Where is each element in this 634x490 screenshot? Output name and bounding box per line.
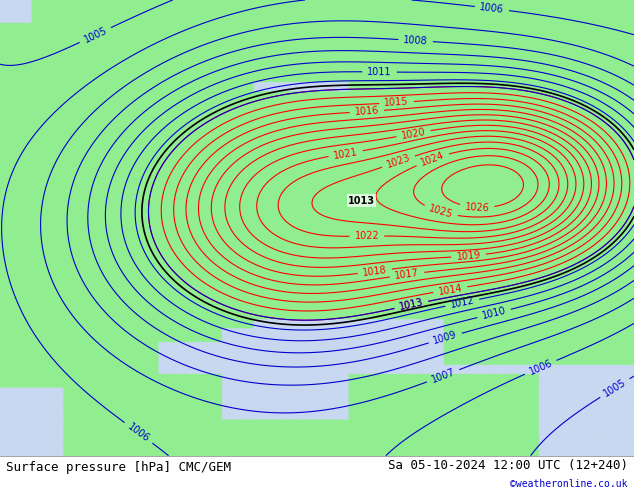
Text: 1005: 1005: [602, 377, 628, 399]
Text: 1013: 1013: [398, 297, 424, 312]
Text: 1006: 1006: [527, 358, 554, 377]
Text: 1005: 1005: [82, 25, 108, 45]
Text: 1015: 1015: [384, 97, 409, 108]
Text: 1023: 1023: [385, 153, 412, 170]
Text: 1026: 1026: [465, 202, 489, 213]
Text: 1022: 1022: [354, 231, 379, 241]
Text: 1006: 1006: [479, 2, 505, 15]
Text: 1016: 1016: [354, 106, 379, 117]
Text: 1025: 1025: [427, 203, 454, 220]
Text: 1014: 1014: [437, 283, 463, 296]
Text: 1018: 1018: [362, 265, 387, 278]
Text: 1009: 1009: [432, 330, 458, 346]
Text: 1007: 1007: [430, 367, 456, 385]
Text: 1021: 1021: [333, 147, 359, 161]
Text: 1017: 1017: [394, 268, 420, 281]
Text: Sa 05-10-2024 12:00 UTC (12+240): Sa 05-10-2024 12:00 UTC (12+240): [387, 459, 628, 472]
Text: 1013: 1013: [348, 196, 375, 205]
Text: 1024: 1024: [419, 150, 446, 168]
Text: 1006: 1006: [126, 421, 152, 444]
Text: 1011: 1011: [367, 67, 392, 77]
Text: ©weatheronline.co.uk: ©weatheronline.co.uk: [510, 479, 628, 489]
Text: 1010: 1010: [481, 306, 507, 321]
Text: 1008: 1008: [403, 35, 428, 47]
Text: 1019: 1019: [456, 250, 481, 262]
Text: Surface pressure [hPa] CMC/GEM: Surface pressure [hPa] CMC/GEM: [6, 461, 231, 474]
Text: 1020: 1020: [401, 126, 427, 141]
Text: 1013: 1013: [398, 297, 424, 312]
Text: 1012: 1012: [449, 295, 476, 310]
